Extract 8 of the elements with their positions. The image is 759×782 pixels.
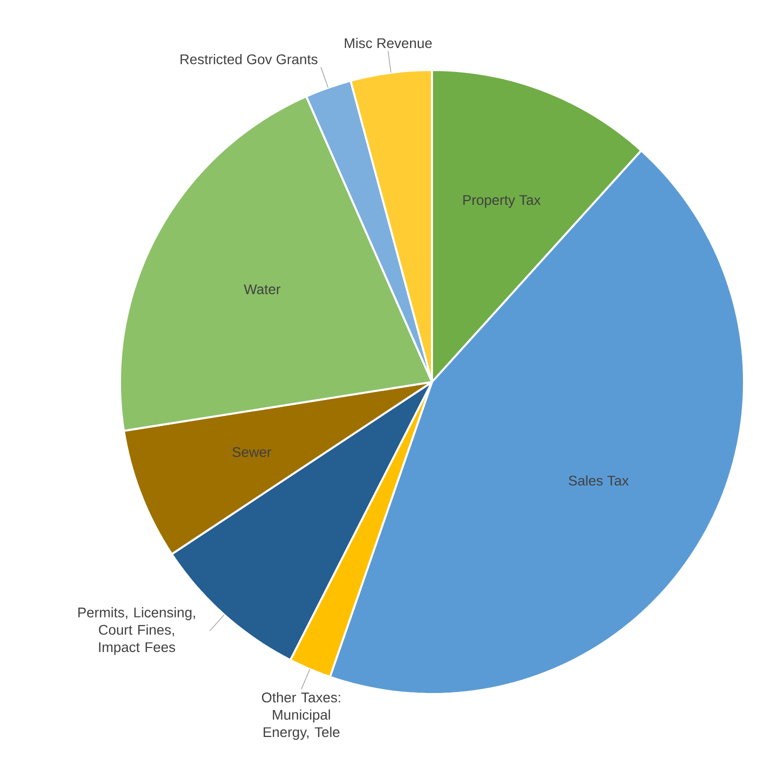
slice-label: Permits, Licensing, Court Fines, Impact Fees xyxy=(78,607,195,655)
slice-label: Restricted Gov Grants xyxy=(180,54,318,64)
slice-label: Sewer xyxy=(232,447,272,458)
slice-label: Other Taxes: Municipal Energy, Tele xyxy=(262,692,340,740)
slice-label: Misc Revenue xyxy=(344,38,432,48)
slice-label: Water xyxy=(244,284,280,294)
slice-label: Property Tax xyxy=(463,195,541,208)
slice-label: Sales Tax xyxy=(568,475,629,486)
